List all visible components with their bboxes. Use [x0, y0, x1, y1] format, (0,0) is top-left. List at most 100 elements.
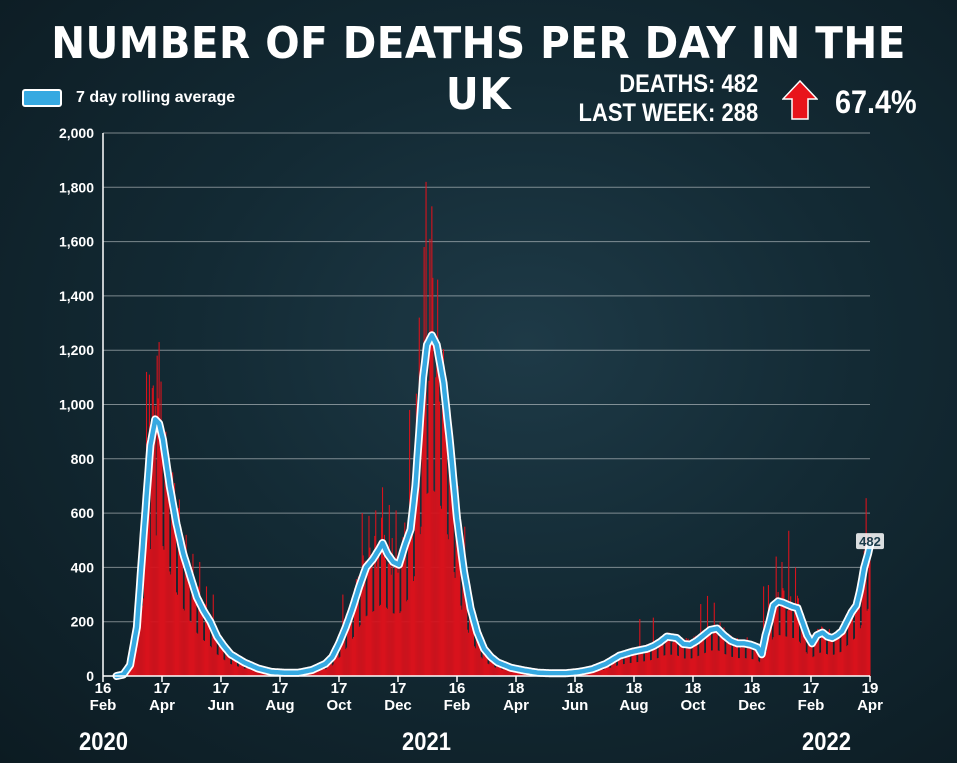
daily-bar [629, 663, 631, 676]
daily-bar [227, 651, 229, 676]
daily-bar [759, 662, 761, 676]
daily-bar [496, 660, 498, 676]
daily-bar [202, 607, 204, 676]
daily-bar [676, 643, 678, 676]
last-week-stat: LAST WEEK: 288 [578, 99, 758, 127]
daily-bar [357, 576, 359, 676]
daily-bar [687, 638, 689, 676]
daily-bar [174, 527, 177, 676]
daily-bar [498, 664, 500, 676]
daily-bar [339, 656, 341, 676]
daily-bar [367, 565, 369, 676]
daily-bar [801, 623, 803, 676]
daily-bar [468, 632, 470, 676]
daily-bar [768, 612, 770, 676]
daily-bar [607, 661, 609, 676]
daily-bar [222, 642, 224, 676]
daily-bar [441, 405, 444, 676]
daily-bar [426, 493, 428, 676]
daily-bar [412, 581, 415, 676]
daily-bar [228, 652, 230, 676]
daily-bar [688, 646, 690, 676]
daily-bar [372, 611, 374, 676]
daily-bar [442, 349, 445, 676]
daily-bar [600, 666, 602, 676]
daily-bar [489, 653, 491, 676]
daily-bar [494, 667, 496, 676]
daily-bar [818, 629, 820, 676]
daily-bar [602, 669, 604, 676]
daily-bar [360, 579, 362, 676]
daily-bar [644, 661, 646, 676]
daily-bar [695, 635, 697, 676]
daily-bar [662, 639, 664, 676]
daily-bar [598, 667, 600, 676]
daily-bar [772, 637, 774, 676]
daily-bar [708, 635, 710, 676]
daily-bar [611, 657, 613, 676]
daily-bar [732, 657, 734, 676]
x-tick-day: 18 [567, 680, 584, 697]
x-tick-day: 17 [331, 680, 348, 697]
daily-bar [755, 648, 757, 676]
daily-bar [374, 535, 376, 676]
daily-bar [162, 546, 164, 676]
daily-bar [337, 642, 339, 676]
change-percentage: 67.4% [835, 84, 917, 120]
daily-bar [760, 651, 762, 676]
daily-bar [648, 647, 651, 676]
year-label: 2022 [802, 728, 852, 756]
daily-bar [779, 635, 781, 676]
daily-bar [198, 586, 200, 676]
daily-bar [696, 640, 698, 676]
y-tick-label: 1,400 [59, 288, 94, 304]
daily-bar [209, 646, 211, 676]
daily-bar [438, 356, 440, 676]
daily-bar [453, 572, 455, 676]
daily-bar [701, 639, 703, 676]
daily-bar [327, 660, 329, 676]
daily-bar [718, 650, 720, 676]
daily-bar [157, 398, 159, 676]
daily-bar [361, 513, 363, 676]
daily-bar [791, 607, 793, 676]
daily-bar [311, 672, 313, 676]
daily-bar [373, 610, 375, 676]
x-tick-day: 17 [154, 680, 171, 697]
daily-bar [820, 652, 822, 676]
legend-swatch [22, 89, 62, 107]
daily-bar [172, 472, 174, 676]
average-line-outline [112, 331, 874, 680]
daily-bar [207, 621, 209, 676]
daily-bar [711, 650, 713, 676]
daily-bar [488, 664, 490, 676]
daily-bar [338, 658, 340, 676]
daily-bar [348, 618, 350, 676]
daily-bar [822, 627, 824, 676]
daily-bar [232, 655, 234, 676]
daily-bar [775, 556, 777, 676]
daily-bar [377, 552, 379, 676]
daily-bar [255, 667, 257, 676]
y-tick-label: 600 [71, 505, 95, 521]
daily-bar [762, 648, 764, 676]
daily-bar [835, 639, 837, 676]
daily-bar [660, 636, 662, 676]
daily-bar [165, 431, 167, 676]
daily-bar [726, 639, 728, 676]
daily-bar [364, 560, 366, 676]
daily-bar [323, 665, 326, 676]
daily-bar [474, 648, 476, 676]
daily-bar [221, 639, 223, 676]
daily-bar [790, 596, 792, 676]
daily-bar [825, 653, 828, 676]
daily-bar [435, 377, 437, 676]
daily-bar [233, 654, 235, 676]
daily-bar [749, 646, 751, 676]
daily-bar [390, 574, 392, 676]
daily-bar [681, 638, 683, 676]
daily-bar [256, 669, 258, 676]
annotations: 482 [856, 533, 884, 550]
daily-bar [589, 672, 592, 676]
daily-bar [724, 654, 726, 676]
